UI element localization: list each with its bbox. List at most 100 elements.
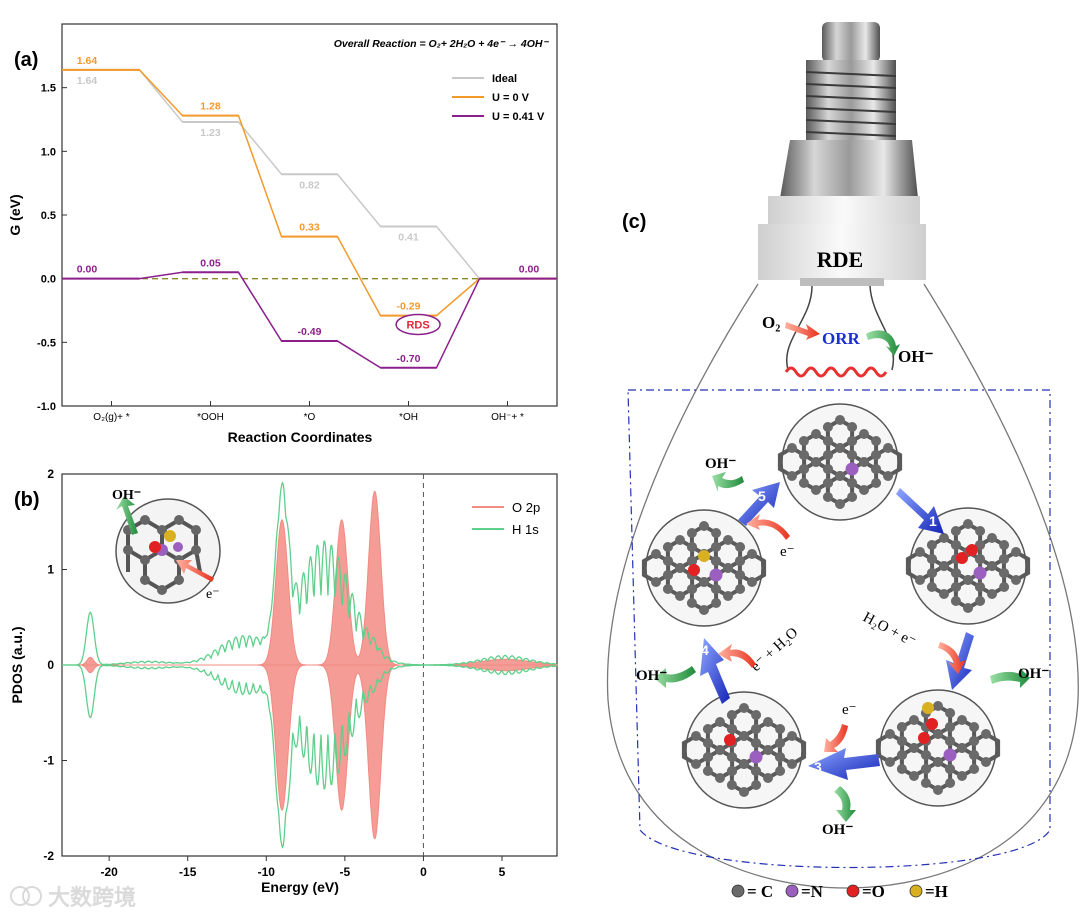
carbon-atom [799, 450, 810, 460]
panel-a-xtick-label: *O [304, 412, 316, 423]
energy-value-label: 1.28 [200, 101, 221, 113]
adsorbate-atom [922, 702, 934, 714]
carbon-atom [675, 535, 685, 545]
carbon-atom [703, 738, 714, 748]
carbon-atom [950, 526, 961, 536]
carbon-atom [726, 766, 737, 776]
carbon-atom [726, 710, 737, 720]
pdos-curve [62, 481, 557, 666]
legend-label: U = 0.41 V [492, 111, 545, 123]
carbon-atom [950, 596, 961, 606]
panel-b-legend: O 2p H 1s [472, 500, 540, 537]
step5-oh-label: OH⁻ [705, 456, 736, 472]
carbon-atom [950, 582, 961, 592]
carbon-atom [774, 738, 785, 748]
carbon-atom [933, 701, 943, 711]
carbon-atom [920, 750, 931, 760]
carbon-atom [835, 499, 845, 509]
carbon-atom [726, 752, 737, 762]
panel-b-ylabel: PDOS (a.u.) [9, 626, 25, 703]
step3-e-label: e⁻ [842, 702, 857, 718]
carbon-atom [933, 757, 943, 767]
legend-label: U = 0 V [492, 92, 530, 104]
bulb-outline [606, 283, 1079, 889]
cycle-boundary [627, 389, 1051, 869]
panel-b-xtick-label: 0 [420, 865, 427, 879]
carbon-atom [871, 478, 882, 488]
carbon-atom [883, 443, 893, 453]
panel-a-ytick-label: -1.0 [37, 401, 56, 413]
carbon-atom [787, 443, 797, 453]
carbon-atom [968, 750, 979, 760]
atom-legend-label: =H [925, 882, 948, 901]
step-2-arrow [946, 632, 974, 690]
panel-c-label: (c) [622, 211, 646, 233]
nitrogen-atom [845, 462, 859, 476]
carbon-atom [651, 549, 661, 559]
carbon-atom [950, 568, 961, 578]
carbon-atom [870, 450, 881, 460]
carbon-atom [711, 584, 722, 594]
carbon-atom [751, 780, 762, 790]
carbon-atom [927, 554, 938, 564]
carbon-atom [822, 422, 833, 432]
panel-a-ytick-label: 1.5 [41, 83, 56, 95]
rds-text: RDS [406, 320, 429, 332]
carbon-atom [969, 764, 980, 774]
carbon-atom [787, 471, 797, 481]
panel-a-axes: -1.0 -0.5 0.0 0.5 1.0 1.5 O₂(g)+ * *OOH *O *OH OH⁻… [37, 83, 557, 423]
carbon-atom [739, 703, 749, 713]
carbon-atom [775, 724, 786, 734]
carbon-atom [822, 492, 833, 502]
carbon-atom [675, 563, 685, 573]
carbon-atom [933, 785, 943, 795]
carbon-atom [747, 549, 757, 559]
carbon-atom [909, 771, 919, 781]
carbon-atom [715, 745, 725, 755]
panel-a-frame [61, 23, 558, 407]
carbon-atom [987, 561, 997, 571]
carbon-atom [799, 464, 810, 474]
carbon-atom [927, 568, 938, 578]
carbon-atom [739, 731, 749, 741]
step-arrows: 1 2 3 4 5 [700, 482, 974, 780]
atom-legend-item-c: = C [731, 882, 773, 901]
panel-a-ylabel: G (eV) [7, 194, 23, 235]
panel-b-xtick-label: 5 [499, 865, 506, 879]
cycle-molecules [641, 403, 1031, 809]
carbon-atom [896, 764, 907, 774]
step-5-arrow [738, 482, 780, 526]
panel-b-ytick-label: 2 [47, 467, 54, 481]
carbon-atom [651, 577, 661, 587]
rds-annotation: RDS [395, 313, 441, 336]
series-ideal: 1.64 1.23 0.82 0.41 [62, 68, 557, 280]
atom-legend-item-h: =H [909, 882, 948, 901]
atom-legend-label: =N [801, 882, 824, 901]
legend-label: Ideal [492, 73, 517, 85]
rde-electrode: RDE [758, 22, 926, 286]
carbon-atom [798, 478, 809, 488]
carbon-atom [751, 766, 762, 776]
carbon-atom [663, 570, 674, 580]
carbon-atom [945, 736, 956, 746]
energy-value-label: 0.41 [398, 231, 419, 243]
carbon-atom [870, 464, 881, 474]
atom-legend-label: =O [862, 882, 885, 901]
catalyst-molecule-3 [875, 689, 1001, 807]
atom-legend-item-o: =O [846, 882, 885, 901]
carbon-atom [975, 582, 986, 592]
panel-a-ytick-label: 0.0 [41, 274, 56, 286]
carbon-atom [847, 422, 858, 432]
carbon-atom [723, 563, 733, 573]
step2-oh-label: OH⁻ [1018, 666, 1049, 682]
carbon-atom [735, 542, 746, 552]
energy-value-label: 0.82 [299, 179, 320, 191]
panel-b-ytick-label: 0 [47, 658, 54, 672]
molecule-circle [879, 689, 997, 807]
carbon-atom [926, 582, 937, 592]
carbon-atom [735, 584, 746, 594]
carbon-atom [835, 471, 845, 481]
carbon-atom [835, 415, 845, 425]
carbon-atom [939, 533, 949, 543]
step-2-number: 2 [958, 680, 966, 696]
